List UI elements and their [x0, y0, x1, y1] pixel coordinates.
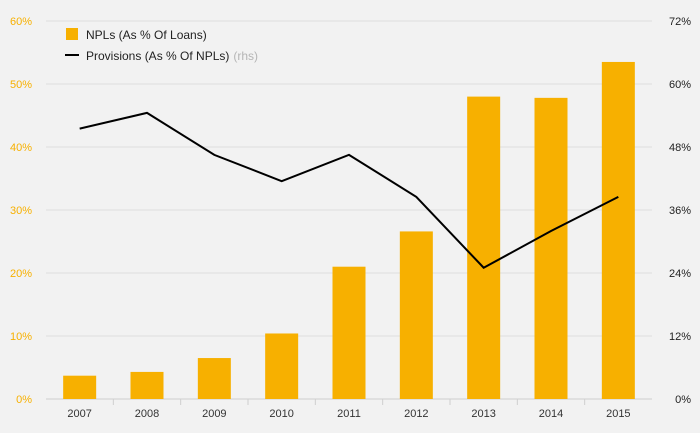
y-left-tick-label: 40%	[10, 142, 32, 154]
y-right-tick-label: 60%	[669, 79, 691, 91]
bar	[63, 375, 97, 399]
bar	[332, 266, 366, 399]
x-tick-label: 2013	[471, 408, 495, 420]
bar-series-npls	[63, 61, 635, 400]
legend-rhs-note: (rhs)	[233, 49, 258, 63]
legend-label-provisions: Provisions (As % Of NPLs) (rhs)	[86, 49, 258, 63]
bar	[130, 371, 164, 399]
y-right-tick-label: 12%	[669, 331, 691, 343]
x-tick-label: 2009	[202, 408, 226, 420]
y-left-tick-label: 30%	[10, 205, 32, 217]
x-tick-label: 2015	[606, 408, 630, 420]
legend-label-npls: NPLs (As % Of Loans)	[86, 28, 207, 42]
x-tick-label: 2014	[539, 408, 563, 420]
bar	[399, 231, 433, 399]
y-left-tick-label: 60%	[10, 16, 32, 28]
y-right-tick-label: 0%	[675, 394, 691, 406]
bar	[534, 97, 568, 400]
line-series-provisions	[79, 111, 619, 269]
y-right-tick-label: 48%	[669, 142, 691, 154]
y-left-tick-label: 0%	[16, 394, 32, 406]
bar	[197, 358, 231, 399]
y-right-tick-label: 36%	[669, 205, 691, 217]
y-left-tick-label: 50%	[10, 79, 32, 91]
y-right-tick-label: 72%	[669, 16, 691, 28]
y-left-tick-label: 10%	[10, 331, 32, 343]
y-left-tick-label: 20%	[10, 268, 32, 280]
bar	[601, 61, 635, 399]
bar	[265, 333, 299, 399]
legend: NPLs (As % Of Loans) Provisions (As % Of…	[65, 28, 258, 63]
y-axis-left: 0% 10% 20% 30% 40% 50% 60%	[10, 16, 32, 406]
y-right-tick-label: 24%	[669, 268, 691, 280]
x-tick-label: 2007	[67, 408, 91, 420]
x-tick-label: 2010	[269, 408, 293, 420]
y-axis-right: 0% 12% 24% 36% 48% 60% 72%	[669, 16, 691, 406]
x-tick-label: 2008	[135, 408, 159, 420]
bar	[467, 96, 501, 399]
x-tick-label: 2011	[337, 408, 361, 420]
x-tick-label: 2012	[404, 408, 428, 420]
x-axis: 2007 2008 2009 2010 2011 2012 2013 2014 2015	[67, 399, 631, 420]
legend-swatch-npls	[66, 28, 78, 40]
